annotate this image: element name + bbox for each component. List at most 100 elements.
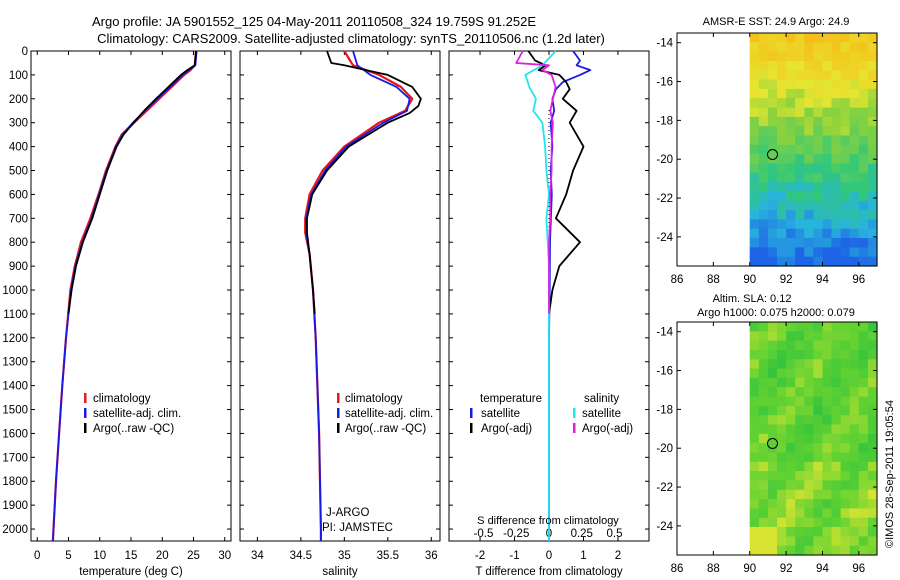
map-cell xyxy=(840,424,851,435)
map-cell xyxy=(749,331,760,342)
legend-swatch-temp-argo xyxy=(470,423,473,433)
x-tick-label: 0 xyxy=(546,550,552,562)
y-tick-label: 200 xyxy=(9,94,28,106)
map-cell xyxy=(777,107,787,118)
map-cell xyxy=(804,238,814,248)
map-cell xyxy=(831,219,842,230)
map-cell xyxy=(758,51,769,62)
map-cell xyxy=(786,350,796,360)
map-cell xyxy=(858,144,869,155)
salinity-annotation-pi: PI: JAMSTEC xyxy=(322,522,393,534)
map-cell xyxy=(831,368,842,379)
y-tick-label: -16 xyxy=(656,366,673,378)
map-cell xyxy=(777,219,787,230)
map-cell xyxy=(777,163,787,174)
map-cell xyxy=(849,499,860,509)
map-cell xyxy=(858,79,869,90)
map-cell xyxy=(767,471,778,481)
map-cell xyxy=(749,163,760,174)
y-tick-label: 1900 xyxy=(2,500,28,512)
map-cell xyxy=(813,126,824,137)
map-cell xyxy=(777,517,787,528)
map-cell xyxy=(813,517,824,528)
map-cell xyxy=(777,359,787,370)
map-cell xyxy=(749,210,760,220)
sla-map-panel: Altim. SLA: 0.12 Argo h1000: 0.075 h2000… xyxy=(656,293,878,575)
map-cell xyxy=(749,42,760,53)
map-cell xyxy=(804,508,814,519)
map-cell xyxy=(849,443,860,454)
x-tick-label: 96 xyxy=(852,563,865,575)
map-cell xyxy=(749,415,760,426)
map-cell xyxy=(777,387,787,398)
map-cell xyxy=(758,368,769,379)
map-cell xyxy=(831,182,842,192)
map-cell xyxy=(813,536,824,547)
map-cell xyxy=(849,350,860,360)
map-cell xyxy=(858,200,869,211)
map-cell xyxy=(840,443,851,454)
map-cell xyxy=(749,489,760,500)
salinity-panel: 34 34.5 35 35.5 36 salinity climatology sate… xyxy=(239,50,441,578)
map-cell xyxy=(840,322,851,332)
map-cell xyxy=(813,396,824,407)
map-cell xyxy=(749,191,760,202)
map-cell xyxy=(786,489,796,500)
map-cell xyxy=(858,98,869,109)
map-cell xyxy=(813,107,824,118)
map-cell xyxy=(849,322,860,332)
map-cell xyxy=(813,452,824,463)
map-cell xyxy=(831,527,842,537)
map-cell xyxy=(840,247,851,258)
map-cell xyxy=(758,359,769,370)
legend-swatch-climatology xyxy=(337,393,340,403)
y-tick-label: 800 xyxy=(9,237,28,249)
map-cell xyxy=(813,415,824,426)
y-tick-label: 1600 xyxy=(2,428,28,440)
y-tick-label: 900 xyxy=(9,261,28,273)
map-cell xyxy=(858,182,869,192)
map-cell xyxy=(858,499,869,509)
map-cell xyxy=(795,340,805,351)
map-cell xyxy=(804,350,814,360)
map-cell xyxy=(831,489,842,500)
map-cell xyxy=(786,256,796,267)
map-cell xyxy=(858,88,869,99)
map-cell xyxy=(758,42,769,53)
map-cell xyxy=(822,135,833,146)
map-cell xyxy=(777,88,787,99)
map-cell xyxy=(758,88,769,99)
map-cell xyxy=(795,415,805,426)
map-cell xyxy=(831,350,842,360)
map-cell xyxy=(822,527,833,537)
map-cell xyxy=(867,461,878,472)
map-cell xyxy=(813,508,824,519)
map-cell xyxy=(795,126,805,137)
map-cell xyxy=(858,405,869,416)
map-cell xyxy=(840,144,851,155)
map-cell xyxy=(831,191,842,202)
map-cell xyxy=(767,256,778,267)
map-cell xyxy=(867,415,878,426)
map-cell xyxy=(786,368,796,379)
map-cell xyxy=(813,405,824,416)
y-tick-label: 700 xyxy=(9,213,28,225)
map-cell xyxy=(849,471,860,481)
sla-map-axes xyxy=(676,321,878,556)
map-cell xyxy=(858,191,869,202)
map-cell xyxy=(831,98,842,109)
x-tick-label: -2 xyxy=(475,550,485,562)
map-cell xyxy=(822,452,833,463)
map-cell xyxy=(840,200,851,211)
series-line-satellite xyxy=(52,50,198,542)
map-cell xyxy=(858,61,869,71)
map-cell xyxy=(786,452,796,463)
map-cell xyxy=(813,545,824,556)
map-cell xyxy=(867,396,878,407)
map-cell xyxy=(849,368,860,379)
map-cell xyxy=(777,238,787,248)
map-cell xyxy=(849,247,860,258)
map-cell xyxy=(749,154,760,165)
map-cell xyxy=(840,79,851,90)
map-cell xyxy=(822,377,833,388)
